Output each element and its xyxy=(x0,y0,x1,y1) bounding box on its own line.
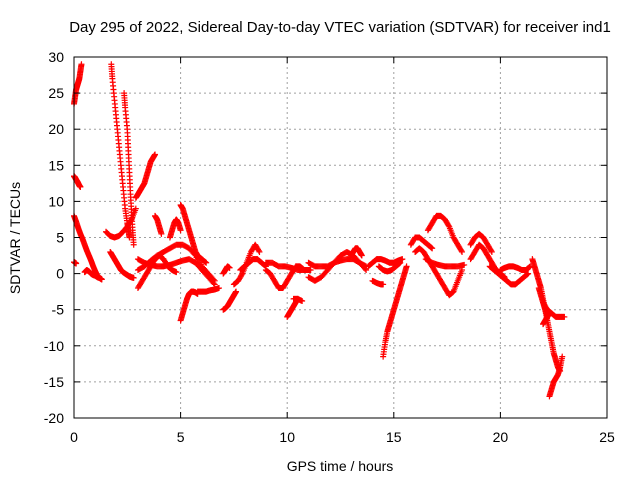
y-axis-label: SDTVAR / TECUs xyxy=(7,182,23,294)
y-tick-label-0: 0 xyxy=(56,266,64,282)
marker-e2-end xyxy=(226,264,233,271)
marker-c2-11-5 xyxy=(210,280,217,287)
marker-j3-end xyxy=(525,270,532,277)
marker-b3-end xyxy=(132,205,139,212)
axis-ticks: 0 5 10 15 20 25 -20 -15 -10 -5 0 5 10 15 20 25 30 xyxy=(44,49,615,445)
marker-i1-4-5 xyxy=(428,244,435,251)
marker-h1-end xyxy=(399,256,406,263)
x-tick-label-25: 25 xyxy=(599,429,615,445)
marker-j1-end xyxy=(488,248,495,255)
chart-title: Day 295 of 2022, Sidereal Day-to-day VTE… xyxy=(69,19,611,36)
x-tick-label-5: 5 xyxy=(177,429,185,445)
marker-i4-end xyxy=(461,261,468,268)
marker-b6-end xyxy=(158,230,165,237)
x-tick-label-15: 15 xyxy=(386,429,402,445)
marker-i1-end xyxy=(429,245,436,252)
marker-h2-end xyxy=(380,281,387,288)
y-tick-label-15: 15 xyxy=(48,157,64,173)
x-tick-label-20: 20 xyxy=(493,429,509,445)
marker-b2-end xyxy=(130,241,137,248)
marker-c4-end xyxy=(177,227,184,234)
marker-e3-end xyxy=(256,248,263,255)
marker-i3-4-5 xyxy=(445,222,452,229)
marker-c2-end xyxy=(211,281,218,288)
marker-b3-5-5 xyxy=(127,217,134,224)
marker-e1-end xyxy=(233,288,240,295)
marker-d2-end xyxy=(203,259,210,266)
marker-d3-end xyxy=(215,285,222,292)
marker-j3-8-5 xyxy=(524,271,531,278)
x-tick-label-10: 10 xyxy=(279,429,295,445)
y-tick-label--15: -15 xyxy=(44,374,64,390)
marker-f4-end xyxy=(299,298,306,305)
marker-i3-7-5 xyxy=(458,247,465,254)
y-tick-label-30: 30 xyxy=(48,49,64,65)
y-tick-label-5: 5 xyxy=(56,230,64,246)
x-tick-label-0: 0 xyxy=(70,429,78,445)
data-markers xyxy=(71,61,568,400)
marker-j4-6-5 xyxy=(526,263,533,270)
marker-b5-end xyxy=(152,151,159,158)
marker-e3-1-5 xyxy=(238,271,245,278)
y-tick-label--5: -5 xyxy=(52,302,65,318)
marker-e3-5-5 xyxy=(255,247,262,254)
marker-d2-9-5 xyxy=(202,259,209,266)
marker-h4-end xyxy=(397,259,404,266)
marker-g3-end xyxy=(358,252,365,259)
marker-a2-end xyxy=(77,183,84,190)
y-tick-label--10: -10 xyxy=(44,338,64,354)
marker-j1-4-5 xyxy=(488,247,495,254)
marker-a5-end xyxy=(98,276,105,283)
y-tick-label--20: -20 xyxy=(44,410,64,426)
marker-h4-4-5 xyxy=(396,260,403,267)
marker-a1-end xyxy=(78,61,85,68)
marker-h3-end xyxy=(403,263,410,270)
x-axis-label: GPS time / hours xyxy=(287,458,394,474)
y-tick-label-25: 25 xyxy=(48,85,64,101)
marker-e4-5-5 xyxy=(262,262,269,269)
marker-c3-end xyxy=(173,269,180,276)
marker-i3-end xyxy=(459,248,466,255)
marker-k3-end xyxy=(561,313,568,320)
y-tick-label-10: 10 xyxy=(48,193,64,209)
marker-k2-end xyxy=(559,353,566,360)
marker-k5-end xyxy=(546,310,553,317)
y-tick-label-20: 20 xyxy=(48,121,64,137)
grid-lines xyxy=(74,57,607,418)
marker-b4-end xyxy=(130,274,137,281)
marker-f2-end xyxy=(307,266,314,273)
